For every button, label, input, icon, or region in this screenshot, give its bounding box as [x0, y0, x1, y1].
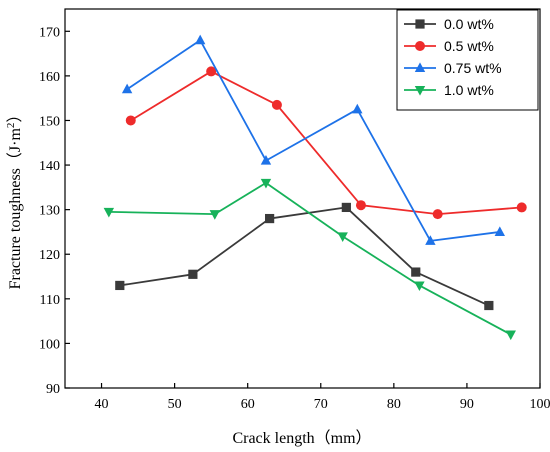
legend-entry: 0.5 wt% — [404, 38, 494, 54]
data-point — [188, 269, 198, 279]
legend-items: 0.0 wt% 0.5 wt% 0.75 wt% 1.0 wt% — [404, 16, 502, 98]
data-point — [260, 178, 272, 189]
x-axis-title: Crack length（mm） — [232, 429, 371, 447]
data-point — [194, 34, 206, 45]
legend-swatch-marker — [414, 62, 426, 72]
legend-entry: 1.0 wt% — [404, 82, 494, 98]
x-tick-label: 40 — [95, 397, 109, 412]
data-point — [209, 210, 221, 220]
data-point — [484, 300, 494, 311]
y-axis-title: Fracture toughness（J·m2） — [5, 107, 24, 290]
series-line — [126, 39, 500, 242]
x-tick-label: 90 — [460, 397, 474, 412]
data-point — [516, 202, 527, 213]
y-tick-label: 110 — [40, 293, 60, 308]
data-point — [206, 66, 217, 77]
x-tick-label: 80 — [387, 397, 401, 412]
legend-entry: 0.0 wt% — [404, 16, 494, 32]
data-point — [103, 207, 115, 218]
y-axis-title-superscript: 2 — [5, 123, 17, 129]
legend-label: 1.0 wt% — [444, 82, 494, 98]
data-point — [352, 103, 363, 114]
series-2 — [121, 34, 506, 245]
data-point — [260, 155, 272, 165]
data-point — [115, 280, 125, 291]
data-point — [432, 209, 443, 220]
data-point — [414, 281, 425, 292]
x-tick-label: 60 — [241, 397, 255, 412]
series-3 — [103, 178, 516, 341]
series-1 — [125, 66, 527, 220]
series-line — [108, 181, 512, 336]
legend-swatch-marker — [414, 86, 426, 96]
y-tick-label: 170 — [39, 25, 60, 40]
data-point — [505, 330, 516, 341]
data-point — [265, 213, 275, 224]
legend: 0.0 wt% 0.5 wt% 0.75 wt% 1.0 wt% — [396, 9, 539, 111]
data-point — [425, 235, 436, 245]
y-tick-label: 120 — [39, 248, 60, 263]
x-tick-label: 100 — [530, 397, 550, 412]
data-point — [494, 226, 506, 236]
legend-swatch-marker — [415, 19, 425, 29]
x-tick-label: 50 — [168, 397, 182, 412]
legend-label: 0.5 wt% — [444, 38, 494, 54]
y-tick-label: 90 — [46, 382, 60, 397]
legend-label: 0.75 wt% — [444, 60, 502, 76]
y-tick-label: 140 — [39, 159, 60, 174]
series-line — [119, 206, 490, 307]
y-tick-label: 130 — [39, 204, 60, 219]
data-point — [271, 99, 282, 110]
plot-frame — [64, 8, 541, 389]
y-axis-title-main: Fracture toughness（J·m — [6, 128, 24, 290]
data-point — [341, 202, 351, 213]
data-point — [337, 232, 348, 242]
data-point — [125, 115, 136, 126]
y-tick-label: 160 — [39, 70, 60, 85]
y-axis-title-end: ） — [6, 107, 24, 123]
data-point — [411, 267, 421, 277]
y-tick-label: 100 — [39, 337, 60, 352]
data-point — [355, 200, 366, 211]
x-tick-label: 70 — [314, 397, 328, 412]
legend-entry: 0.75 wt% — [404, 60, 502, 76]
legend-swatch-marker — [415, 41, 425, 51]
series-line — [130, 70, 522, 216]
data-point — [121, 83, 133, 94]
series-layer — [103, 34, 527, 341]
ticks-layer: 40 50 60 70 80 90 100 90 100 110 120 130 140 150 160 17… — [39, 25, 550, 412]
y-tick-label: 150 — [39, 114, 60, 129]
legend-label: 0.0 wt% — [444, 16, 494, 32]
